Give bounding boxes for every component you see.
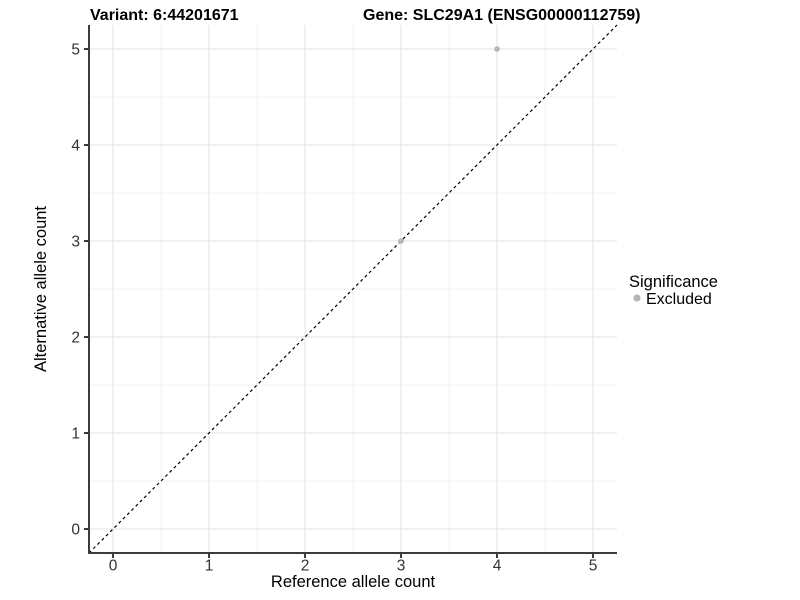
data-point: [494, 46, 500, 52]
axis-lines: [88, 25, 617, 554]
x-axis-title: Reference allele count: [271, 573, 436, 591]
x-tick-label: 2: [301, 558, 310, 575]
legend-key-point-icon: [633, 294, 641, 302]
y-tick-label: 1: [71, 426, 80, 443]
identity-line-group: [88, 24, 618, 554]
identity-dashed-line: [88, 24, 618, 554]
data-point: [398, 238, 404, 244]
x-tick-label: 4: [493, 558, 502, 575]
x-tick-label: 5: [589, 558, 598, 575]
y-tick-label: 2: [71, 330, 80, 347]
data-points-group: [398, 46, 500, 244]
legend-title: Significance: [629, 273, 718, 291]
x-tick-label: 1: [205, 558, 214, 575]
legend-item-label: Excluded: [646, 291, 712, 308]
x-tick-label: 3: [397, 558, 406, 575]
y-tick-label: 0: [71, 522, 80, 539]
minor-gridlines: [89, 25, 617, 553]
legend-item-excluded: Excluded: [633, 291, 712, 308]
y-axis-title: Alternative allele count: [32, 206, 50, 372]
x-tick-label: 0: [109, 558, 118, 575]
plot-title-gene: Gene: SLC29A1 (ENSG00000112759): [363, 7, 640, 24]
plot-title-variant: Variant: 6:44201671: [90, 7, 239, 24]
y-tick-label: 5: [71, 42, 80, 59]
y-tick-label: 3: [71, 234, 80, 251]
legend: Significance Excluded: [629, 273, 718, 308]
y-tick-label: 4: [71, 138, 80, 155]
axis-ticks-group: [84, 48, 594, 558]
major-gridlines: [89, 25, 617, 553]
tick-labels-group: 0 1 2 3 4 5 0 1 2 3 4 5: [71, 42, 597, 575]
